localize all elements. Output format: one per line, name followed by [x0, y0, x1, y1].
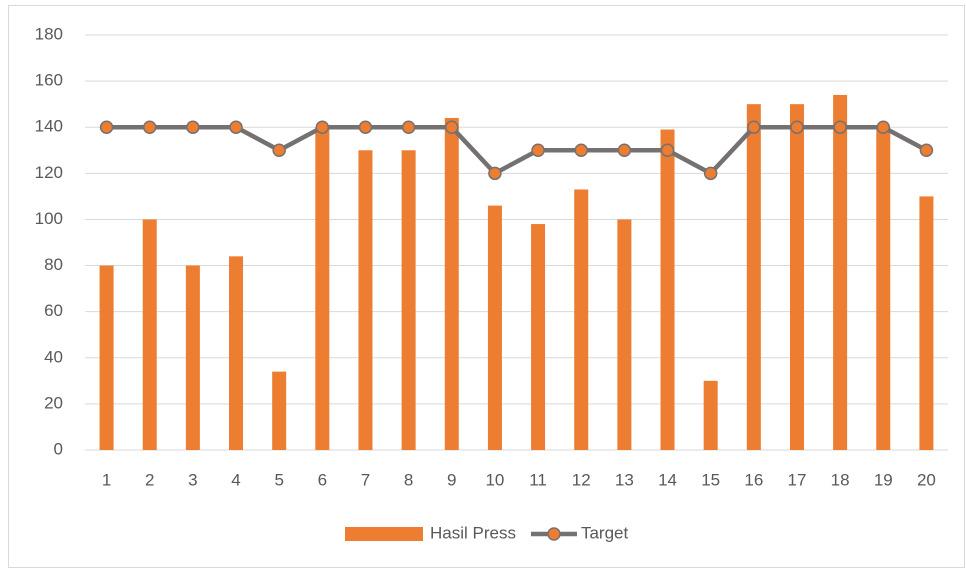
x-tick-label: 3 — [188, 470, 197, 489]
bar — [142, 219, 157, 450]
bar — [876, 127, 891, 450]
line-marker — [660, 143, 675, 158]
x-tick-label: 8 — [404, 470, 413, 489]
line-marker — [703, 166, 718, 181]
bar — [487, 205, 502, 450]
x-tick-label: 16 — [744, 470, 763, 489]
x-tick-label: 13 — [615, 470, 634, 489]
x-tick-label: 5 — [274, 470, 283, 489]
y-tick-label: 160 — [35, 71, 63, 90]
bar — [919, 196, 934, 450]
line-marker — [574, 143, 588, 158]
line-marker — [790, 120, 804, 134]
legend-swatch — [345, 527, 423, 541]
y-tick-label: 20 — [44, 393, 63, 412]
y-tick-label: 120 — [35, 163, 63, 182]
bar — [401, 150, 416, 450]
y-tick-label: 0 — [54, 439, 63, 458]
bar — [531, 224, 546, 450]
bar — [703, 380, 718, 450]
x-tick-label: 6 — [318, 470, 327, 489]
bar — [229, 256, 244, 450]
x-tick-label: 7 — [361, 470, 370, 489]
line-marker — [919, 143, 934, 158]
line-marker — [186, 120, 200, 134]
x-tick-label: 9 — [447, 470, 456, 489]
line-marker — [617, 143, 632, 158]
x-tick-label: 2 — [145, 470, 154, 489]
x-tick-label: 19 — [874, 470, 893, 489]
bar — [99, 265, 114, 450]
bar — [185, 265, 200, 450]
bar — [789, 104, 804, 451]
bar — [272, 371, 287, 450]
line-marker — [445, 120, 459, 134]
y-tick-label: 140 — [35, 117, 63, 136]
line-marker — [272, 143, 286, 158]
line-marker — [358, 120, 373, 134]
bar — [617, 219, 632, 450]
y-tick-label: 80 — [44, 255, 63, 274]
bar — [574, 189, 589, 450]
bar — [358, 150, 373, 450]
bar — [746, 104, 761, 451]
line-marker — [315, 120, 330, 134]
x-tick-label: 17 — [788, 470, 807, 489]
line-marker — [142, 120, 157, 134]
line-marker — [99, 120, 114, 134]
line-marker — [401, 120, 416, 134]
legend-label: Hasil Press — [430, 523, 516, 542]
line — [106, 124, 928, 176]
legend-label: Target — [581, 523, 629, 542]
line-marker — [747, 120, 761, 134]
bar — [444, 118, 459, 450]
x-tick-label: 4 — [231, 470, 240, 489]
x-tick-label: 15 — [701, 470, 720, 489]
line-marker — [876, 120, 891, 134]
y-tick-label: 100 — [35, 209, 63, 228]
x-tick-label: 11 — [529, 470, 547, 489]
line-marker — [229, 120, 243, 134]
x-tick-label: 14 — [658, 470, 677, 489]
bar — [315, 127, 330, 450]
line-marker — [488, 166, 502, 181]
x-tick-label: 20 — [917, 470, 936, 489]
y-tick-label: 60 — [44, 301, 63, 320]
chart-frame — [8, 5, 965, 568]
x-tick-label: 1 — [102, 470, 111, 489]
y-tick-label: 180 — [35, 24, 63, 43]
x-tick-label: 12 — [572, 470, 591, 489]
bar — [660, 129, 675, 450]
bar — [833, 94, 848, 450]
x-tick-label: 18 — [831, 470, 850, 489]
line-marker — [833, 120, 847, 134]
x-tick-label: 10 — [485, 470, 504, 489]
line-marker — [531, 143, 545, 158]
y-tick-label: 40 — [44, 347, 63, 366]
legend-marker — [547, 527, 561, 541]
